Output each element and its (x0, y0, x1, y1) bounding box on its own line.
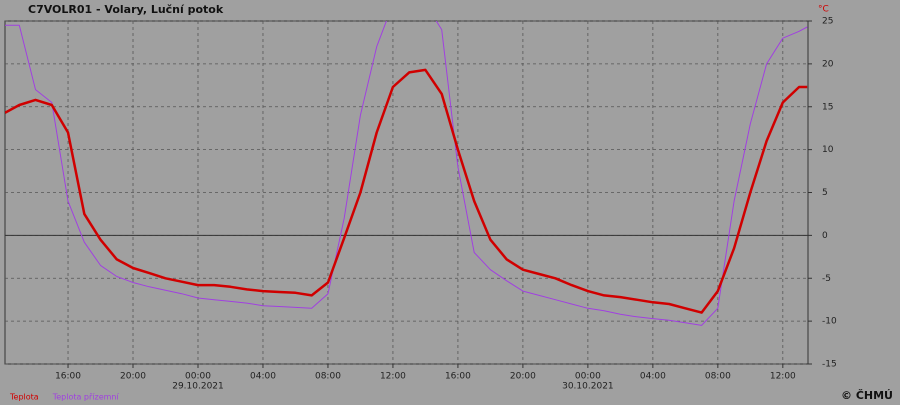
legend-entry: Teplota (9, 393, 39, 402)
y-tick-label: 5 (822, 188, 828, 198)
x-tick-label: 00:00 (575, 372, 601, 382)
x-tick-label: 00:00 (185, 372, 211, 382)
x-tick-label: 20:00 (120, 372, 146, 382)
x-tick-label: 08:00 (315, 372, 341, 382)
y-tick-label: -15 (822, 360, 837, 370)
y-tick-label: 20 (822, 59, 834, 69)
y-tick-label: -10 (822, 317, 837, 327)
x-tick-label: 04:00 (640, 372, 666, 382)
series-line (5, 68, 808, 314)
unit-label: °C (818, 5, 829, 15)
y-tick-label: 25 (822, 17, 833, 27)
x-tick-label: 08:00 (705, 372, 731, 382)
copyright: © ČHMÚ (841, 389, 893, 402)
x-tick-label: 16:00 (55, 372, 81, 382)
y-tick-label: 0 (822, 231, 828, 241)
x-tick-label: 12:00 (770, 372, 796, 382)
y-tick-label: 10 (822, 145, 834, 155)
legend-entry: Teplota přízemní (52, 393, 120, 402)
x-tick-label: 20:00 (510, 372, 536, 382)
plot-lines (5, 21, 808, 326)
y-tick-label: 15 (822, 102, 833, 112)
date-label: 30.10.2021 (562, 382, 614, 392)
series-line (5, 21, 808, 326)
x-tick-label: 16:00 (445, 372, 471, 382)
y-tick-label: -5 (822, 274, 831, 284)
x-tick-label: 12:00 (380, 372, 406, 382)
x-tick-label: 04:00 (250, 372, 276, 382)
chart-title: C7VOLR01 - Volary, Luční potok (28, 3, 224, 16)
date-label: 29.10.2021 (172, 382, 224, 392)
